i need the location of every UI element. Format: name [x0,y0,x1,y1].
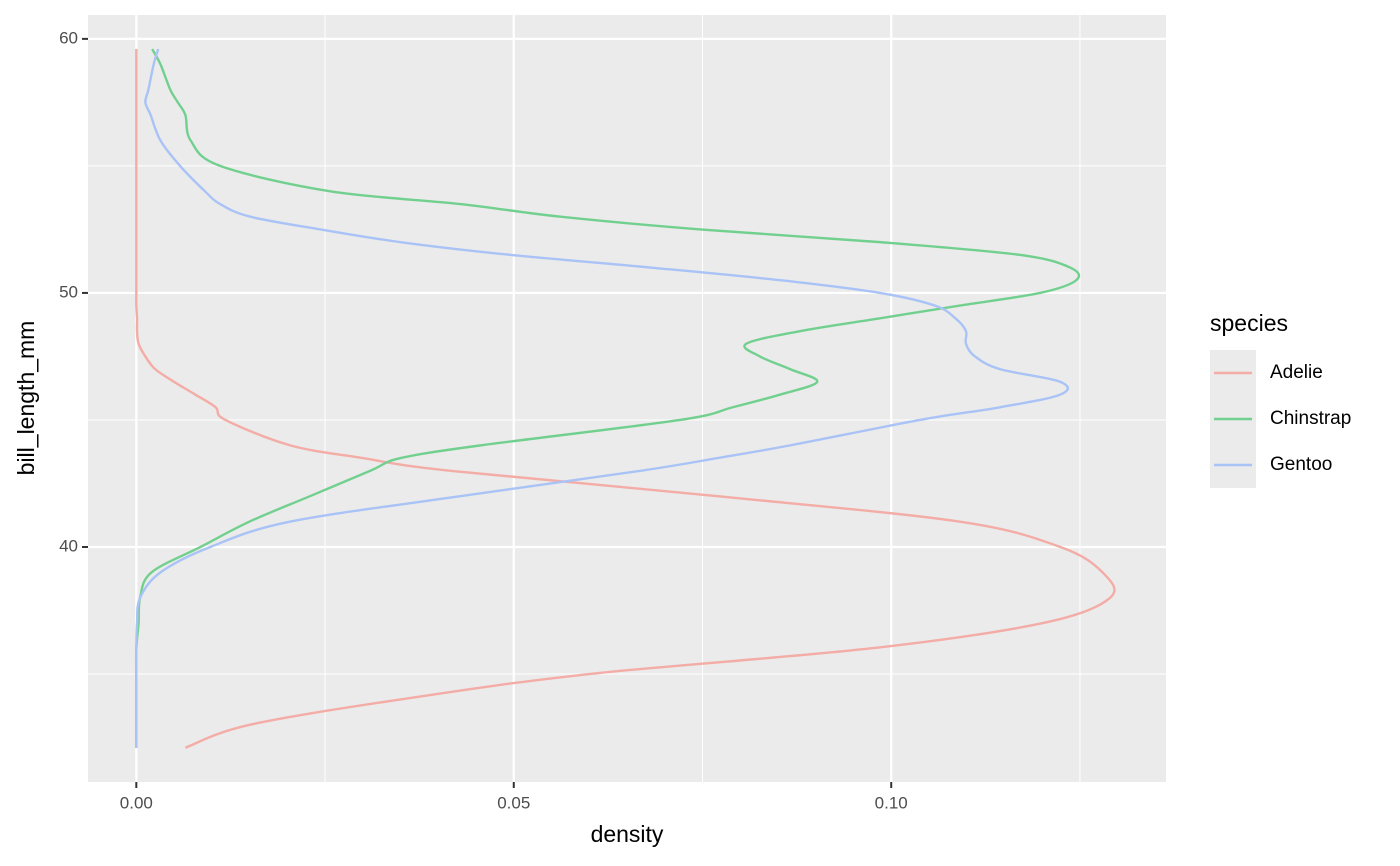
density-line [134,48,1081,748]
x-tick-label: 0.05 [497,793,530,812]
y-tick-label: 50 [59,282,78,301]
panel [88,15,1166,782]
density-line [135,49,1116,749]
legend-label: Gentoo [1270,454,1332,475]
legend-label: Adelie [1270,362,1323,383]
y-tick-label: 40 [59,536,78,555]
legend-label: Chinstrap [1270,408,1351,429]
x-tick-label: 0.00 [120,793,153,812]
density-line [135,48,1070,748]
x-tick-label: 0.10 [875,793,908,812]
y-axis-title: bill_length_mm [13,321,39,476]
legend-title: species [1210,310,1288,336]
x-axis-title: density [591,821,664,847]
y-tick-label: 60 [59,28,78,47]
